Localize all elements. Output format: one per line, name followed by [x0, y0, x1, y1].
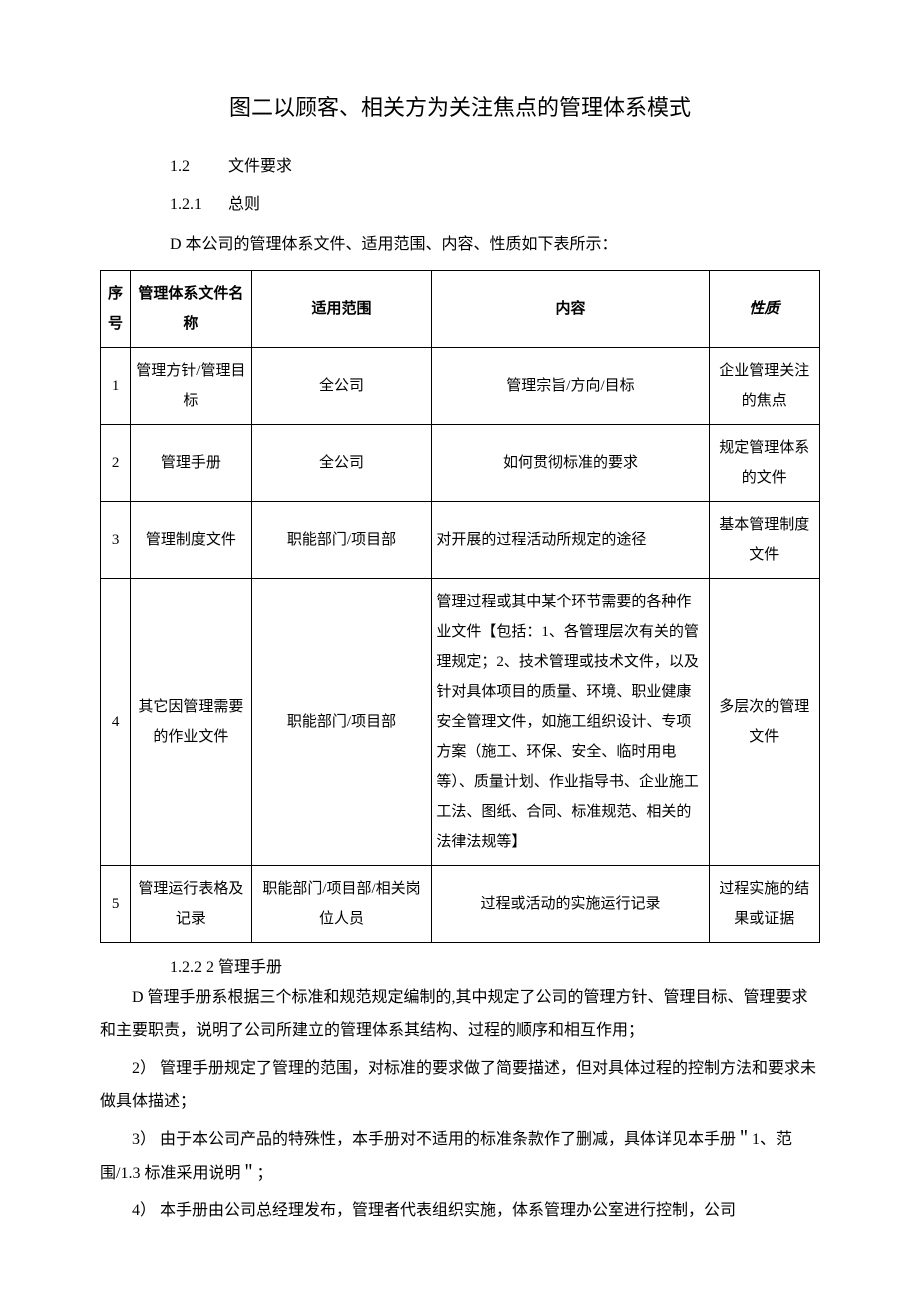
section-label: 总则 — [228, 196, 260, 213]
cell-scope: 全公司 — [251, 424, 432, 501]
table-row: 1 管理方针/管理目标 全公司 管理宗旨/方向/目标 企业管理关注的焦点 — [101, 347, 820, 424]
table-row: 3 管理制度文件 职能部门/项目部 对开展的过程活动所规定的途径 基本管理制度文… — [101, 501, 820, 578]
cell-name: 管理方针/管理目标 — [131, 347, 252, 424]
cell-seq: 1 — [101, 347, 131, 424]
body-paragraph: 3） 由于本公司产品的特殊性，本手册对不适用的标准条款作了删减，具体详见本手册＂… — [100, 1123, 820, 1190]
table-header-row: 序号 管理体系文件名称 适用范围 内容 性质 — [101, 270, 820, 347]
col-header-nature: 性质 — [709, 270, 819, 347]
section-1-2: 1.2 文件要求 — [170, 152, 820, 176]
body-paragraph: 4） 本手册由公司总经理发布，管理者代表组织实施，体系管理办公室进行控制，公司 — [100, 1194, 820, 1228]
cell-name: 管理手册 — [131, 424, 252, 501]
section-1-2-1: 1.2.1 总则 — [170, 190, 820, 214]
table-row: 5 管理运行表格及记录 职能部门/项目部/相关岗位人员 过程或活动的实施运行记录… — [101, 865, 820, 942]
document-page: 图二以顾客、相关方为关注焦点的管理体系模式 1.2 文件要求 1.2.1 总则 … — [0, 0, 920, 1312]
col-header-seq: 序号 — [101, 270, 131, 347]
section-number: 1.2.1 — [170, 196, 224, 214]
section-label: 文件要求 — [228, 158, 292, 175]
cell-seq: 2 — [101, 424, 131, 501]
page-title: 图二以顾客、相关方为关注焦点的管理体系模式 — [100, 90, 820, 122]
section-number: 1.2.2 — [170, 959, 202, 976]
cell-scope: 全公司 — [251, 347, 432, 424]
cell-scope: 职能部门/项目部 — [251, 501, 432, 578]
cell-name: 其它因管理需要的作业文件 — [131, 578, 252, 865]
table-row: 4 其它因管理需要的作业文件 职能部门/项目部 管理过程或其中某个环节需要的各种… — [101, 578, 820, 865]
cell-name: 管理运行表格及记录 — [131, 865, 252, 942]
cell-content: 对开展的过程活动所规定的途径 — [432, 501, 709, 578]
cell-content: 管理宗旨/方向/目标 — [432, 347, 709, 424]
col-header-content: 内容 — [432, 270, 709, 347]
col-header-scope: 适用范围 — [251, 270, 432, 347]
section-1-2-2: 1.2.2 2 管理手册 — [170, 953, 820, 977]
cell-name: 管理制度文件 — [131, 501, 252, 578]
section-label: 2 管理手册 — [206, 959, 282, 976]
section-number: 1.2 — [170, 158, 224, 176]
cell-nature: 企业管理关注的焦点 — [709, 347, 819, 424]
cell-seq: 5 — [101, 865, 131, 942]
document-table: 序号 管理体系文件名称 适用范围 内容 性质 1 管理方针/管理目标 全公司 管… — [100, 270, 820, 943]
table-row: 2 管理手册 全公司 如何贯彻标准的要求 规定管理体系的文件 — [101, 424, 820, 501]
cell-nature: 基本管理制度文件 — [709, 501, 819, 578]
cell-nature: 过程实施的结果或证据 — [709, 865, 819, 942]
body-paragraph: 2） 管理手册规定了管理的范围，对标准的要求做了简要描述，但对具体过程的控制方法… — [100, 1052, 820, 1119]
cell-nature: 规定管理体系的文件 — [709, 424, 819, 501]
cell-content: 过程或活动的实施运行记录 — [432, 865, 709, 942]
cell-content: 管理过程或其中某个环节需要的各种作业文件【包括：1、各管理层次有关的管理规定；2… — [432, 578, 709, 865]
cell-seq: 4 — [101, 578, 131, 865]
intro-paragraph: D 本公司的管理体系文件、适用范围、内容、性质如下表所示： — [170, 228, 820, 262]
cell-seq: 3 — [101, 501, 131, 578]
col-header-name: 管理体系文件名称 — [131, 270, 252, 347]
cell-nature: 多层次的管理文件 — [709, 578, 819, 865]
cell-scope: 职能部门/项目部 — [251, 578, 432, 865]
cell-content: 如何贯彻标准的要求 — [432, 424, 709, 501]
body-paragraph: D 管理手册系根据三个标准和规范规定编制的,其中规定了公司的管理方针、管理目标、… — [100, 981, 820, 1048]
cell-scope: 职能部门/项目部/相关岗位人员 — [251, 865, 432, 942]
